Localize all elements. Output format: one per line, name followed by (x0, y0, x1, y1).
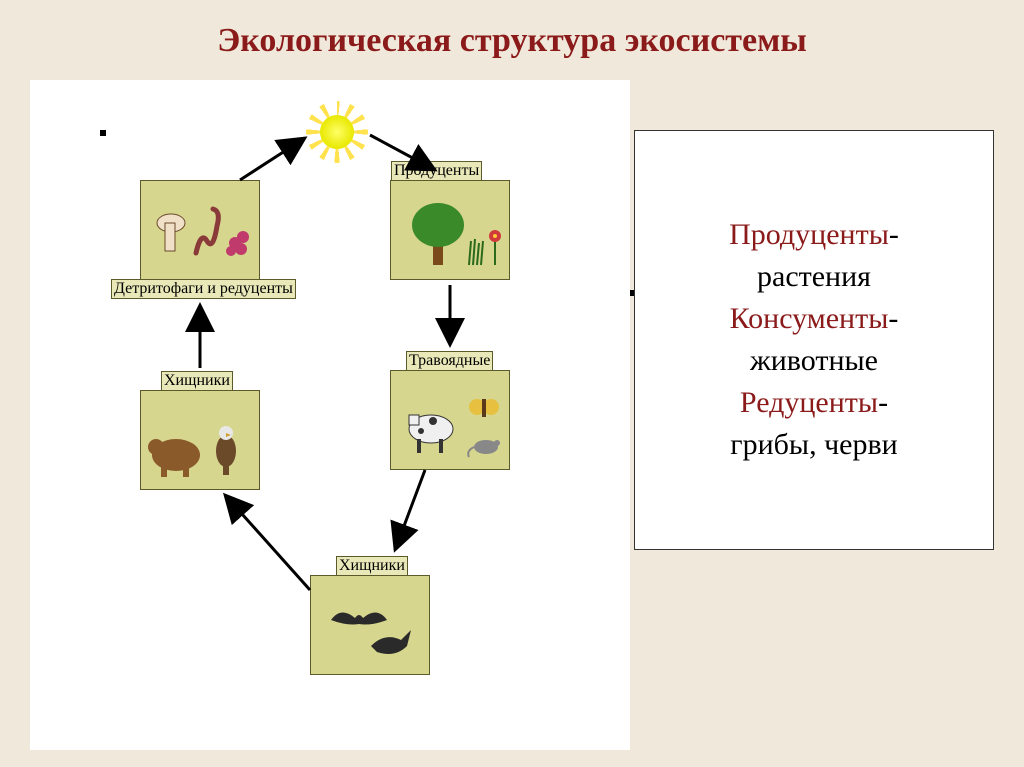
node-label: Продуценты (391, 161, 482, 181)
legend-term: Продуценты (729, 218, 889, 251)
node-decomposers: Детритофаги и редуценты (140, 180, 260, 280)
predators-bottom-art (311, 576, 431, 676)
node-predators-bottom: Хищники (310, 575, 430, 675)
producers-art (391, 181, 511, 281)
legend-panel: Продуценты- растения Консументы- животны… (634, 130, 994, 550)
legend-line: Консументы- животные (730, 298, 899, 382)
legend-desc: грибы, черви (730, 428, 897, 461)
legend-desc: животные (750, 344, 878, 377)
bullet-dot (100, 130, 106, 136)
node-label: Хищники (336, 556, 408, 576)
sun-icon (320, 115, 354, 149)
page-title: Экологическая структура экосистемы (0, 0, 1024, 60)
legend-dash: - (889, 218, 899, 251)
herbivores-art (391, 371, 511, 471)
legend-line: Редуценты- грибы, черви (730, 382, 897, 466)
legend-dash: - (878, 386, 888, 419)
legend-desc: растения (757, 260, 871, 293)
node-herbivores: Травоядные (390, 370, 510, 470)
legend-term: Редуценты (740, 386, 878, 419)
node-label: Хищники (161, 371, 233, 391)
node-label: Детритофаги и редуценты (111, 279, 296, 299)
legend-dash: - (888, 302, 898, 335)
node-predators-left: Хищники (140, 390, 260, 490)
node-producers: Продуценты (390, 180, 510, 280)
legend-term: Консументы (730, 302, 889, 335)
predators-art (141, 391, 261, 491)
decomposers-art (141, 181, 261, 281)
node-label: Травоядные (406, 351, 493, 371)
diagram-canvas: Детритофаги и редуценты Продуценты (30, 80, 630, 750)
legend-line: Продуценты- растения (729, 214, 899, 298)
